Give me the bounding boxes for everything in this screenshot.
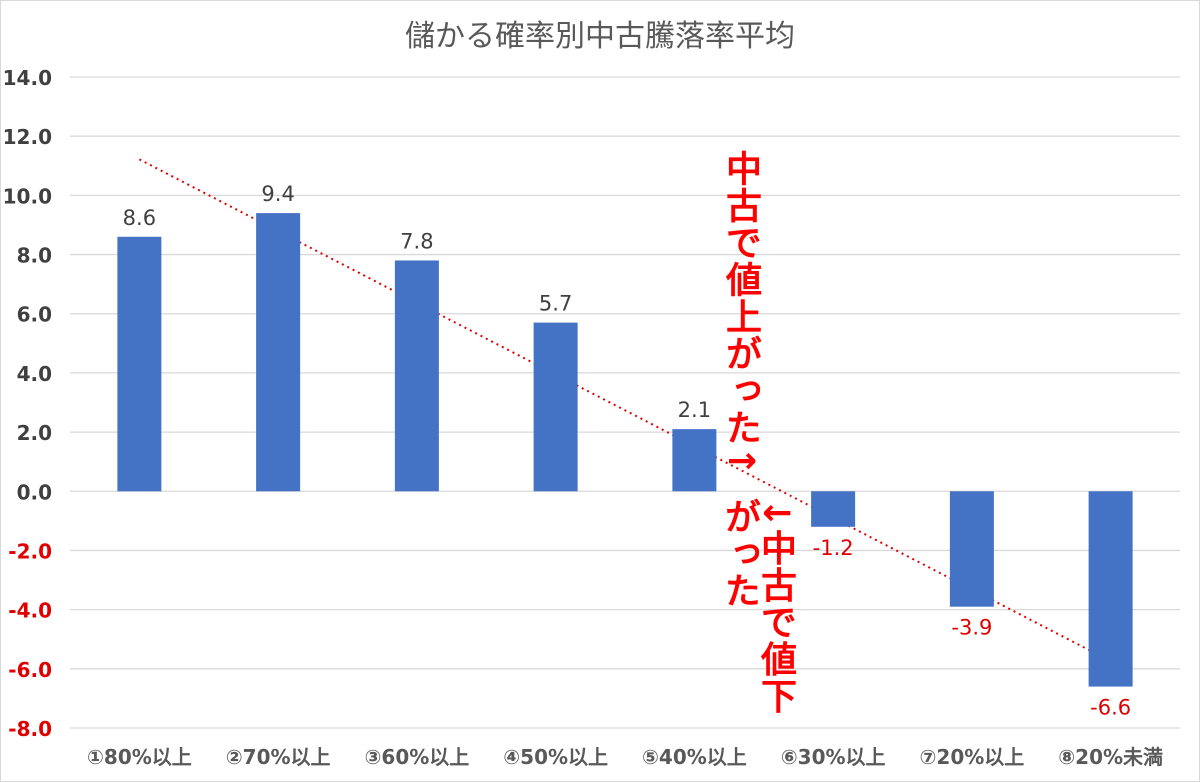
y-tick-label: 2.0	[17, 421, 52, 445]
data-label: 7.8	[400, 229, 433, 253]
data-label: -1.2	[813, 536, 854, 560]
x-tick-label: ③60%以上	[364, 745, 469, 769]
x-tick-label: ⑤40%以上	[642, 745, 747, 769]
bar	[117, 236, 162, 492]
y-tick-label: -8.0	[8, 717, 52, 741]
data-label: 8.6	[123, 206, 156, 230]
annotation-price-up: 中古で値上がった↑	[720, 150, 761, 478]
x-tick-label: ⑦20%以上	[919, 745, 1024, 769]
bar	[672, 429, 717, 492]
x-tick-label: ④50%以上	[503, 745, 608, 769]
data-label: -3.9	[951, 616, 992, 640]
x-tick-label: ①80%以上	[87, 745, 192, 769]
y-tick-label: -2.0	[8, 539, 52, 563]
data-label: 2.1	[678, 398, 711, 422]
x-tick-label: ⑥30%以上	[781, 745, 886, 769]
bar	[256, 213, 301, 492]
y-tick-label: -6.0	[8, 658, 52, 682]
bar	[533, 322, 578, 492]
data-label: -6.6	[1090, 696, 1131, 720]
annotation-price-down: ↓中古で値下がった	[719, 498, 796, 715]
x-tick-label: ⑧20%未満	[1058, 745, 1163, 769]
data-label: 9.4	[261, 182, 294, 206]
y-tick-label: 8.0	[17, 244, 52, 268]
y-tick-label: 6.0	[17, 303, 52, 327]
data-label: 5.7	[539, 292, 572, 316]
bar	[1088, 491, 1133, 687]
y-tick-label: 0.0	[17, 480, 52, 504]
trendline	[138, 158, 1112, 663]
chart-title: 儲かる確率別中古騰落率平均	[405, 19, 795, 54]
y-tick-label: -4.0	[8, 599, 52, 623]
y-tick-label: 12.0	[3, 125, 52, 149]
y-tick-label: 10.0	[3, 184, 52, 208]
bar	[811, 491, 856, 527]
bar	[394, 260, 439, 492]
y-tick-label: 4.0	[17, 362, 52, 386]
y-tick-label: 14.0	[3, 66, 52, 90]
x-tick-label: ②70%以上	[226, 745, 331, 769]
bar	[949, 491, 994, 607]
